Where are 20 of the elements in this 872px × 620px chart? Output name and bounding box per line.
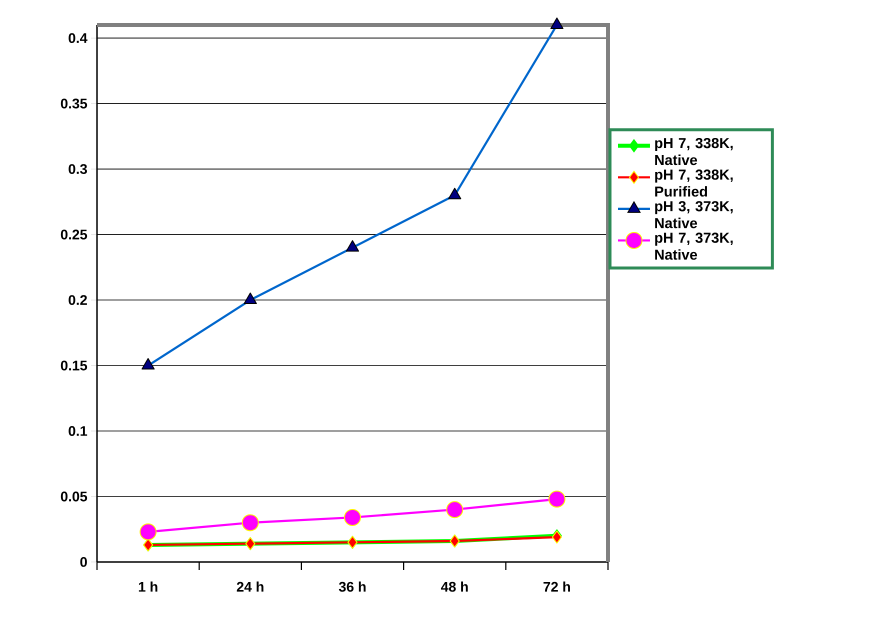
y-tick-label: 0.25 <box>60 230 88 240</box>
legend-label: pH 7, 373K, Native <box>655 232 733 260</box>
point <box>548 490 566 508</box>
y-tick-label: 0.35 <box>60 98 88 109</box>
x-tick-label: 24 h <box>236 582 264 592</box>
y-tick-label: 0.15 <box>60 360 88 370</box>
y-tick-label: 0.1 <box>68 426 88 436</box>
x-tick-label: 48 h <box>440 582 468 592</box>
y-tick-label: 0.3 <box>68 164 87 174</box>
point <box>446 501 464 518</box>
y-tick-label: 0.2 <box>68 295 87 305</box>
point <box>140 523 157 540</box>
y-tick-label: 0.05 <box>60 492 88 502</box>
point <box>242 514 259 532</box>
y-tick-label: 0 <box>80 557 87 567</box>
y-tick-label: 0.4 <box>68 33 88 44</box>
point <box>344 508 362 526</box>
x-tick-label: 36 h <box>338 582 366 592</box>
x-tick-label: 72 h <box>544 582 570 592</box>
x-tick-label: 1 h <box>138 582 158 592</box>
